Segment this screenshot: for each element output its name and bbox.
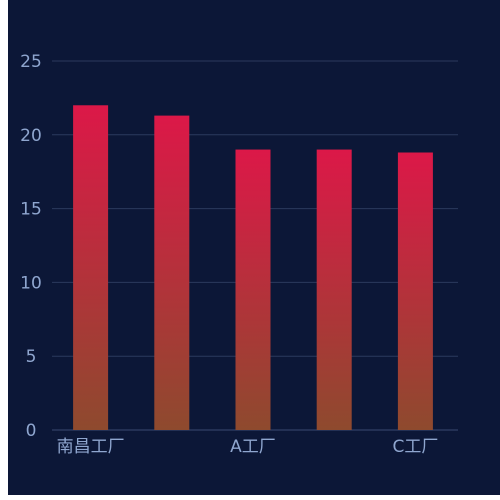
x-tick-label-c: C工厂 (392, 437, 438, 457)
bar-4[interactable] (316, 149, 352, 430)
bar-nanchang-factory[interactable] (73, 105, 109, 430)
y-tick-label: 10 (20, 273, 42, 293)
y-tick-label: 5 (26, 347, 37, 367)
bar-c-factory[interactable] (397, 152, 433, 430)
y-tick-label: 20 (20, 126, 42, 146)
y-tick-label: 0 (26, 421, 37, 441)
y-tick-label: 25 (20, 52, 42, 72)
x-tick-label-a: A工厂 (230, 437, 276, 457)
bar-2[interactable] (154, 115, 190, 430)
y-tick-label: 15 (20, 200, 42, 220)
bars (73, 105, 433, 430)
x-tick-labels: 南昌工厂 A工厂 C工厂 (57, 437, 439, 457)
bar-a-factory[interactable] (235, 149, 271, 430)
y-tick-labels: 0 5 10 15 20 25 (20, 52, 42, 441)
x-tick-label-nanchang: 南昌工厂 (57, 437, 125, 457)
